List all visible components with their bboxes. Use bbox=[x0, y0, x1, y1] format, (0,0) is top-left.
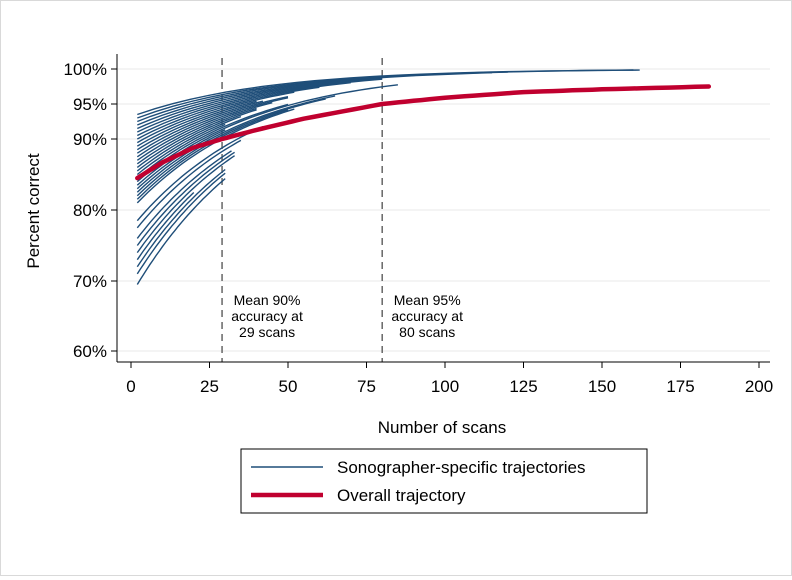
sonographer-trajectory bbox=[136, 82, 351, 140]
sonographer-trajectory bbox=[136, 151, 235, 246]
legend-label-overall: Overall trajectory bbox=[337, 486, 466, 505]
x-tick-label: 75 bbox=[357, 377, 376, 396]
legend-box bbox=[240, 448, 648, 514]
sonographer-trajectory bbox=[136, 100, 264, 154]
sonographer-trajectory bbox=[136, 96, 289, 158]
overall-trajectory bbox=[135, 84, 712, 181]
sonographer-trajectory bbox=[137, 72, 493, 126]
sonographer-trajectory bbox=[136, 98, 326, 197]
y-tick-label: 70% bbox=[73, 272, 107, 291]
y-tick-label: 60% bbox=[73, 342, 107, 361]
y-tick-label: 100% bbox=[64, 60, 107, 79]
x-tick-label: 125 bbox=[509, 377, 537, 396]
sonographer-trajectory bbox=[136, 102, 273, 165]
sonographer-trajectory bbox=[136, 150, 232, 239]
legend-label-sonographer: Sonographer-specific trajectories bbox=[337, 458, 586, 477]
reference-annotation: accuracy at bbox=[391, 308, 463, 324]
sonographer-trajectory bbox=[136, 125, 264, 222]
sonographer-trajectory bbox=[136, 78, 383, 137]
x-tick-label: 100 bbox=[431, 377, 459, 396]
x-tick-label: 0 bbox=[126, 377, 135, 396]
sonographer-trajectory bbox=[136, 191, 195, 261]
reference-annotation: 29 scans bbox=[239, 324, 295, 340]
x-axis-label: Number of scans bbox=[378, 418, 507, 437]
x-tick-label: 25 bbox=[200, 377, 219, 396]
x-tick-label: 50 bbox=[279, 377, 298, 396]
axes: 60% 70% 80% 90% 95% 100% 0 25 50 75 100 125 150 175 20… bbox=[64, 54, 773, 396]
sonographer-trajectory bbox=[136, 86, 320, 144]
sonographer-trajectory bbox=[136, 155, 235, 254]
sonographer-trajectory bbox=[136, 95, 336, 193]
plot-area bbox=[135, 69, 712, 285]
sonographer-trajectory bbox=[136, 168, 226, 268]
sonographer-trajectory bbox=[136, 97, 289, 161]
x-tick-label: 150 bbox=[588, 377, 616, 396]
y-axis-label: Percent correct bbox=[24, 153, 43, 269]
sonographer-trajectory bbox=[136, 172, 226, 275]
reference-annotation: 80 scans bbox=[399, 324, 455, 340]
sonographer-trajectory bbox=[136, 91, 295, 147]
x-tick-label: 200 bbox=[745, 377, 773, 396]
sonographer-trajectory bbox=[136, 139, 242, 229]
sonographer-trajectory bbox=[136, 100, 257, 151]
sonographer-trajectory bbox=[136, 178, 226, 285]
y-tick-label: 95% bbox=[73, 95, 107, 114]
reference-annotation: accuracy at bbox=[231, 308, 303, 324]
sonographer-trajectory bbox=[136, 107, 257, 168]
sonographer-trajectory bbox=[136, 84, 398, 186]
sonographer-trajectory bbox=[137, 78, 383, 133]
sonographer-trajectory bbox=[136, 115, 242, 176]
x-tick-label: 175 bbox=[666, 377, 694, 396]
reference-annotation: Mean 95% bbox=[394, 292, 461, 308]
sonographer-trajectory bbox=[136, 109, 257, 172]
y-tick-label: 80% bbox=[73, 201, 107, 220]
y-tick-label: 90% bbox=[73, 130, 107, 149]
legend: Sonographer-specific trajectories Overal… bbox=[240, 448, 648, 514]
reference-annotation: Mean 90% bbox=[234, 292, 301, 308]
